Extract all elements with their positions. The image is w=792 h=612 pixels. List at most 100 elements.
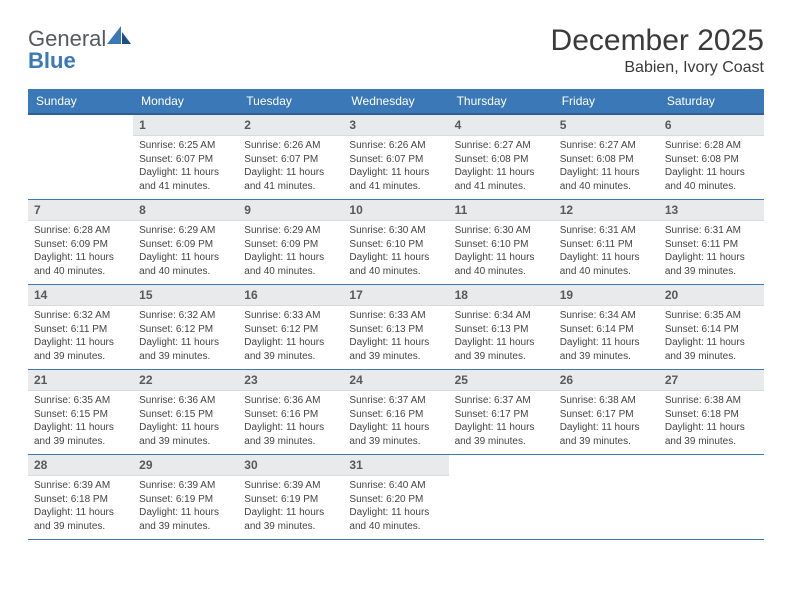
calendar-row: 28Sunrise: 6:39 AMSunset: 6:18 PMDayligh…: [28, 455, 764, 540]
sunset-text: Sunset: 6:19 PM: [244, 493, 337, 507]
sunrise-text: Sunrise: 6:33 AM: [349, 309, 442, 323]
sunrise-text: Sunrise: 6:27 AM: [455, 139, 548, 153]
calendar-cell: 29Sunrise: 6:39 AMSunset: 6:19 PMDayligh…: [133, 455, 238, 540]
day-body: Sunrise: 6:28 AMSunset: 6:09 PMDaylight:…: [28, 221, 133, 284]
day-body: Sunrise: 6:29 AMSunset: 6:09 PMDaylight:…: [133, 221, 238, 284]
day-number: 8: [133, 200, 238, 221]
day-body: Sunrise: 6:33 AMSunset: 6:12 PMDaylight:…: [238, 306, 343, 369]
day-number: 1: [133, 115, 238, 136]
sunset-text: Sunset: 6:14 PM: [560, 323, 653, 337]
sunrise-text: Sunrise: 6:30 AM: [349, 224, 442, 238]
day-body: Sunrise: 6:30 AMSunset: 6:10 PMDaylight:…: [343, 221, 448, 284]
day-number: 29: [133, 455, 238, 476]
day-number: 27: [659, 370, 764, 391]
calendar-row: 1Sunrise: 6:25 AMSunset: 6:07 PMDaylight…: [28, 114, 764, 200]
day-body: Sunrise: 6:28 AMSunset: 6:08 PMDaylight:…: [659, 136, 764, 199]
calendar-cell: 14Sunrise: 6:32 AMSunset: 6:11 PMDayligh…: [28, 285, 133, 370]
day-number: 4: [449, 115, 554, 136]
sunrise-text: Sunrise: 6:37 AM: [349, 394, 442, 408]
sunset-text: Sunset: 6:11 PM: [34, 323, 127, 337]
day-number: 7: [28, 200, 133, 221]
day-body: Sunrise: 6:25 AMSunset: 6:07 PMDaylight:…: [133, 136, 238, 199]
sunset-text: Sunset: 6:07 PM: [244, 153, 337, 167]
day-body: Sunrise: 6:26 AMSunset: 6:07 PMDaylight:…: [343, 136, 448, 199]
sunset-text: Sunset: 6:15 PM: [34, 408, 127, 422]
day-number: 19: [554, 285, 659, 306]
daylight-text: Daylight: 11 hours and 39 minutes.: [349, 336, 442, 363]
daylight-text: Daylight: 11 hours and 40 minutes.: [349, 251, 442, 278]
sunset-text: Sunset: 6:18 PM: [34, 493, 127, 507]
day-body: Sunrise: 6:40 AMSunset: 6:20 PMDaylight:…: [343, 476, 448, 539]
day-number: 10: [343, 200, 448, 221]
sunset-text: Sunset: 6:19 PM: [139, 493, 232, 507]
sunset-text: Sunset: 6:08 PM: [455, 153, 548, 167]
page: General Blue December 2025 Babien, Ivory…: [0, 0, 792, 564]
day-body: Sunrise: 6:31 AMSunset: 6:11 PMDaylight:…: [554, 221, 659, 284]
day-number: 11: [449, 200, 554, 221]
calendar-cell: 19 Sunrise: 6:34 AMSunset: 6:14 PMDayligh…: [554, 285, 659, 370]
daylight-text: Daylight: 11 hours and 39 minutes.: [560, 336, 653, 363]
sunrise-text: Sunrise: 6:32 AM: [34, 309, 127, 323]
day-number: 5: [554, 115, 659, 136]
sunrise-text: Sunrise: 6:25 AM: [139, 139, 232, 153]
calendar-cell: 17Sunrise: 6:33 AMSunset: 6:13 PMDayligh…: [343, 285, 448, 370]
month-title: December 2025: [551, 24, 764, 57]
daylight-text: Daylight: 11 hours and 39 minutes.: [665, 421, 758, 448]
daylight-text: Daylight: 11 hours and 40 minutes.: [455, 251, 548, 278]
calendar-row: 14Sunrise: 6:32 AMSunset: 6:11 PMDayligh…: [28, 285, 764, 370]
calendar-row: 21Sunrise: 6:35 AMSunset: 6:15 PMDayligh…: [28, 370, 764, 455]
day-number: 3: [343, 115, 448, 136]
calendar-cell: 27Sunrise: 6:38 AMSunset: 6:18 PMDayligh…: [659, 370, 764, 455]
calendar-cell: 23Sunrise: 6:36 AMSunset: 6:16 PMDayligh…: [238, 370, 343, 455]
sunrise-text: Sunrise: 6:27 AM: [560, 139, 653, 153]
sunset-text: Sunset: 6:09 PM: [244, 238, 337, 252]
calendar-cell: 22Sunrise: 6:36 AMSunset: 6:15 PMDayligh…: [133, 370, 238, 455]
day-body: [659, 461, 764, 519]
day-number: 24: [343, 370, 448, 391]
sunrise-text: Sunrise: 6:29 AM: [244, 224, 337, 238]
sunset-text: Sunset: 6:14 PM: [665, 323, 758, 337]
calendar-cell: 3Sunrise: 6:26 AMSunset: 6:07 PMDaylight…: [343, 114, 448, 200]
calendar-row: 7Sunrise: 6:28 AMSunset: 6:09 PMDaylight…: [28, 200, 764, 285]
day-number: 18: [449, 285, 554, 306]
daylight-text: Daylight: 11 hours and 39 minutes.: [139, 421, 232, 448]
calendar-cell: [659, 455, 764, 540]
day-body: Sunrise: 6:34 AMSunset: 6:13 PMDaylight:…: [449, 306, 554, 369]
daylight-text: Daylight: 11 hours and 39 minutes.: [455, 421, 548, 448]
sunrise-text: Sunrise: 6:35 AM: [665, 309, 758, 323]
day-body: [28, 121, 133, 179]
sunrise-text: Sunrise: 6:36 AM: [139, 394, 232, 408]
sunrise-text: Sunrise: 6:34 AM: [560, 309, 653, 323]
calendar-cell: 18Sunrise: 6:34 AMSunset: 6:13 PMDayligh…: [449, 285, 554, 370]
sunrise-text: Sunrise: 6:34 AM: [455, 309, 548, 323]
day-number: 22: [133, 370, 238, 391]
sunset-text: Sunset: 6:10 PM: [455, 238, 548, 252]
calendar-cell: 15Sunrise: 6:32 AMSunset: 6:12 PMDayligh…: [133, 285, 238, 370]
calendar-cell: 30Sunrise: 6:39 AMSunset: 6:19 PMDayligh…: [238, 455, 343, 540]
daylight-text: Daylight: 11 hours and 39 minutes.: [665, 251, 758, 278]
calendar-cell: 26Sunrise: 6:38 AMSunset: 6:17 PMDayligh…: [554, 370, 659, 455]
day-number: 17: [343, 285, 448, 306]
day-body: Sunrise: 6:29 AMSunset: 6:09 PMDaylight:…: [238, 221, 343, 284]
daylight-text: Daylight: 11 hours and 39 minutes.: [455, 336, 548, 363]
sunrise-text: Sunrise: 6:38 AM: [665, 394, 758, 408]
daylight-text: Daylight: 11 hours and 41 minutes.: [455, 166, 548, 193]
daylight-text: Daylight: 11 hours and 40 minutes.: [349, 506, 442, 533]
day-number: 21: [28, 370, 133, 391]
brand-text: General Blue: [28, 24, 132, 72]
calendar-table: Sunday Monday Tuesday Wednesday Thursday…: [28, 89, 764, 540]
calendar-cell: 1Sunrise: 6:25 AMSunset: 6:07 PMDaylight…: [133, 114, 238, 200]
calendar-cell: 28Sunrise: 6:39 AMSunset: 6:18 PMDayligh…: [28, 455, 133, 540]
weekday-header: Tuesday: [238, 89, 343, 114]
day-body: Sunrise: 6:37 AMSunset: 6:16 PMDaylight:…: [343, 391, 448, 454]
weekday-header: Thursday: [449, 89, 554, 114]
day-number: 2: [238, 115, 343, 136]
calendar-cell: 13Sunrise: 6:31 AMSunset: 6:11 PMDayligh…: [659, 200, 764, 285]
day-body: Sunrise: 6:26 AMSunset: 6:07 PMDaylight:…: [238, 136, 343, 199]
sunset-text: Sunset: 6:12 PM: [244, 323, 337, 337]
day-number: 25: [449, 370, 554, 391]
sunrise-text: Sunrise: 6:28 AM: [34, 224, 127, 238]
day-body: Sunrise: 6:39 AMSunset: 6:19 PMDaylight:…: [133, 476, 238, 539]
calendar-head: Sunday Monday Tuesday Wednesday Thursday…: [28, 89, 764, 114]
calendar-cell: [28, 114, 133, 200]
